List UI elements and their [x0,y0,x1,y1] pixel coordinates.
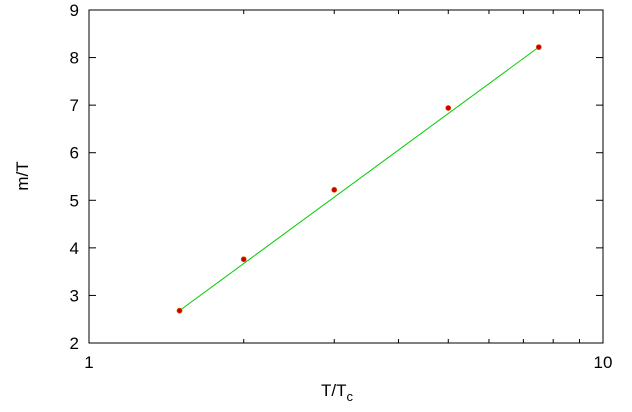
x-axis-label-main: T/T [321,381,347,400]
y-axis-label: m/T [13,161,32,190]
data-point [176,307,183,314]
data-point [445,105,452,111]
x-axis-label-subscript: c [347,389,354,404]
series-points [176,44,542,314]
y-tick-label: 6 [70,144,79,163]
plot-frame [88,9,604,344]
data-point [240,256,247,263]
series-lines [179,46,540,312]
fit-line [179,46,540,312]
axis-ticks [88,9,604,344]
y-tick-label: 5 [70,191,79,210]
y-tick-label: 8 [70,49,79,68]
x-axis-label: T/Tc [321,381,354,404]
y-tick-label: 9 [70,1,79,20]
data-point [331,186,338,193]
y-tick-label: 7 [70,96,79,115]
y-tick-label: 2 [70,334,79,353]
tick-labels: 2 3 4 5 6 7 8 9 1 10 [70,1,613,372]
y-tick-label: 4 [70,239,79,258]
x-tick-label: 10 [594,353,613,372]
x-tick-label: 1 [84,353,93,372]
y-tick-label: 3 [70,286,79,305]
data-point [535,44,542,51]
